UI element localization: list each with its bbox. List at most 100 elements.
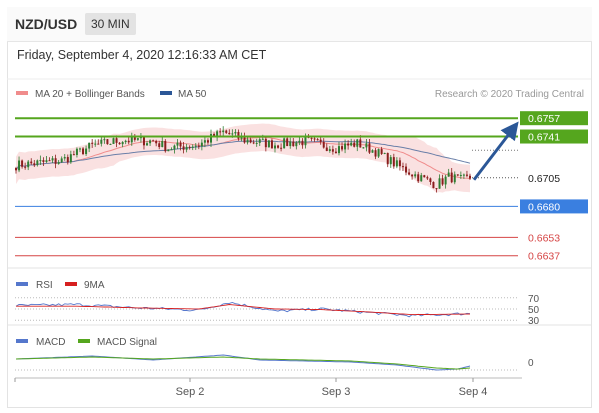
chart-header: NZD/USD 30 MIN [7,7,592,42]
candle-body [185,146,188,150]
candle-body [115,138,118,143]
moving-averages [15,136,471,179]
candle-body [164,141,167,152]
candle-body [173,145,176,150]
candle-body [228,132,231,135]
ma9-legend-swatch [65,282,77,286]
candle-body [57,162,60,164]
candle-body [197,145,200,147]
candle-body [316,139,319,141]
candle-body [158,143,161,148]
current-price-label: 0.6705 [528,173,560,185]
candle-body [353,142,356,147]
rsi-legend-label: RSI [36,280,53,291]
x-tick-label: Sep 3 [322,386,351,398]
rsi-level-label: 70 [528,294,540,305]
timeframe-button[interactable]: 30 MIN [85,13,136,35]
price-levels: 0.6757 0.6741 0.6705 0.6680 0.6653 0.6637 [15,111,588,263]
candle-body [222,130,225,133]
candle-body [243,136,246,143]
candle-body [48,160,51,162]
candle-body [72,154,75,156]
support-label: 0.6680 [528,201,560,213]
candle-body [341,146,344,150]
macd-signal-line [15,356,471,370]
candle-body [398,160,401,167]
candle-body [383,152,386,154]
candle-body [200,142,203,147]
candle-body [100,139,103,144]
candle-body [63,157,66,159]
candle-body [249,139,252,143]
candle-body [334,151,337,154]
candle-body [106,139,109,145]
candle-body [75,148,78,155]
candle-body [127,140,130,143]
macd-legend-swatch [16,339,28,343]
candle-body [176,142,179,146]
candle-body [124,140,127,143]
candle-body [304,136,307,146]
candle-body [136,138,139,140]
ma9-legend-label: 9MA [84,280,105,291]
candle-body [319,139,322,142]
candle-body [179,142,182,147]
bollinger-band-fill [16,123,470,193]
candle-body [103,139,106,141]
resistance-badge [520,129,588,144]
candle-body [203,140,206,143]
candle-body [432,181,435,189]
candle-body [292,141,295,147]
candle-body [459,174,462,176]
candle-body [362,147,365,149]
candle-body [231,133,234,135]
candle-body [286,138,289,147]
candle-body [365,143,368,148]
candle-body [170,149,173,151]
candle-body [267,140,270,148]
candle-body [280,147,283,149]
candle-body [118,142,121,145]
candle-body [258,139,261,143]
candle-body [435,188,438,190]
candle-body [283,138,286,149]
currency-pair: NZD/USD [15,16,78,32]
candle-body [350,142,353,146]
candle-body [444,176,447,185]
candle-body [225,130,228,133]
candle-body [420,175,423,182]
candle-body [60,158,63,163]
candle-body [130,135,133,143]
candle-body [188,146,191,148]
x-ticks: Sep 2 Sep 3 Sep 4 [14,378,488,398]
candle-body [206,140,209,143]
bollinger-legend-label: MA 20 + Bollinger Bands [35,89,145,100]
candle-body [441,178,444,185]
rsi-level-label: 50 [528,305,540,316]
candle-body [261,138,264,140]
candle-body [423,175,426,178]
resistance-label: 0.6757 [528,113,560,125]
candle-body [313,138,316,140]
candle-body [30,161,33,164]
candle-body [54,158,57,164]
candle-body [389,157,392,165]
macd-panel: 0 [15,354,534,371]
candle-body [386,152,389,165]
candle-body [465,174,468,176]
candle-body [359,139,362,148]
candle-body [33,163,36,166]
candle-body [328,149,331,151]
candle-body [298,140,301,143]
candles [15,126,471,193]
candle-body [240,136,243,139]
candle-body [438,178,441,189]
rsi-line [15,302,471,318]
candle-body [39,160,42,162]
candle-body [447,172,450,177]
candle-body [210,134,213,143]
resistance-label: 0.6741 [528,132,560,144]
candle-body [219,131,222,133]
x-tick-label: Sep 4 [459,386,488,398]
